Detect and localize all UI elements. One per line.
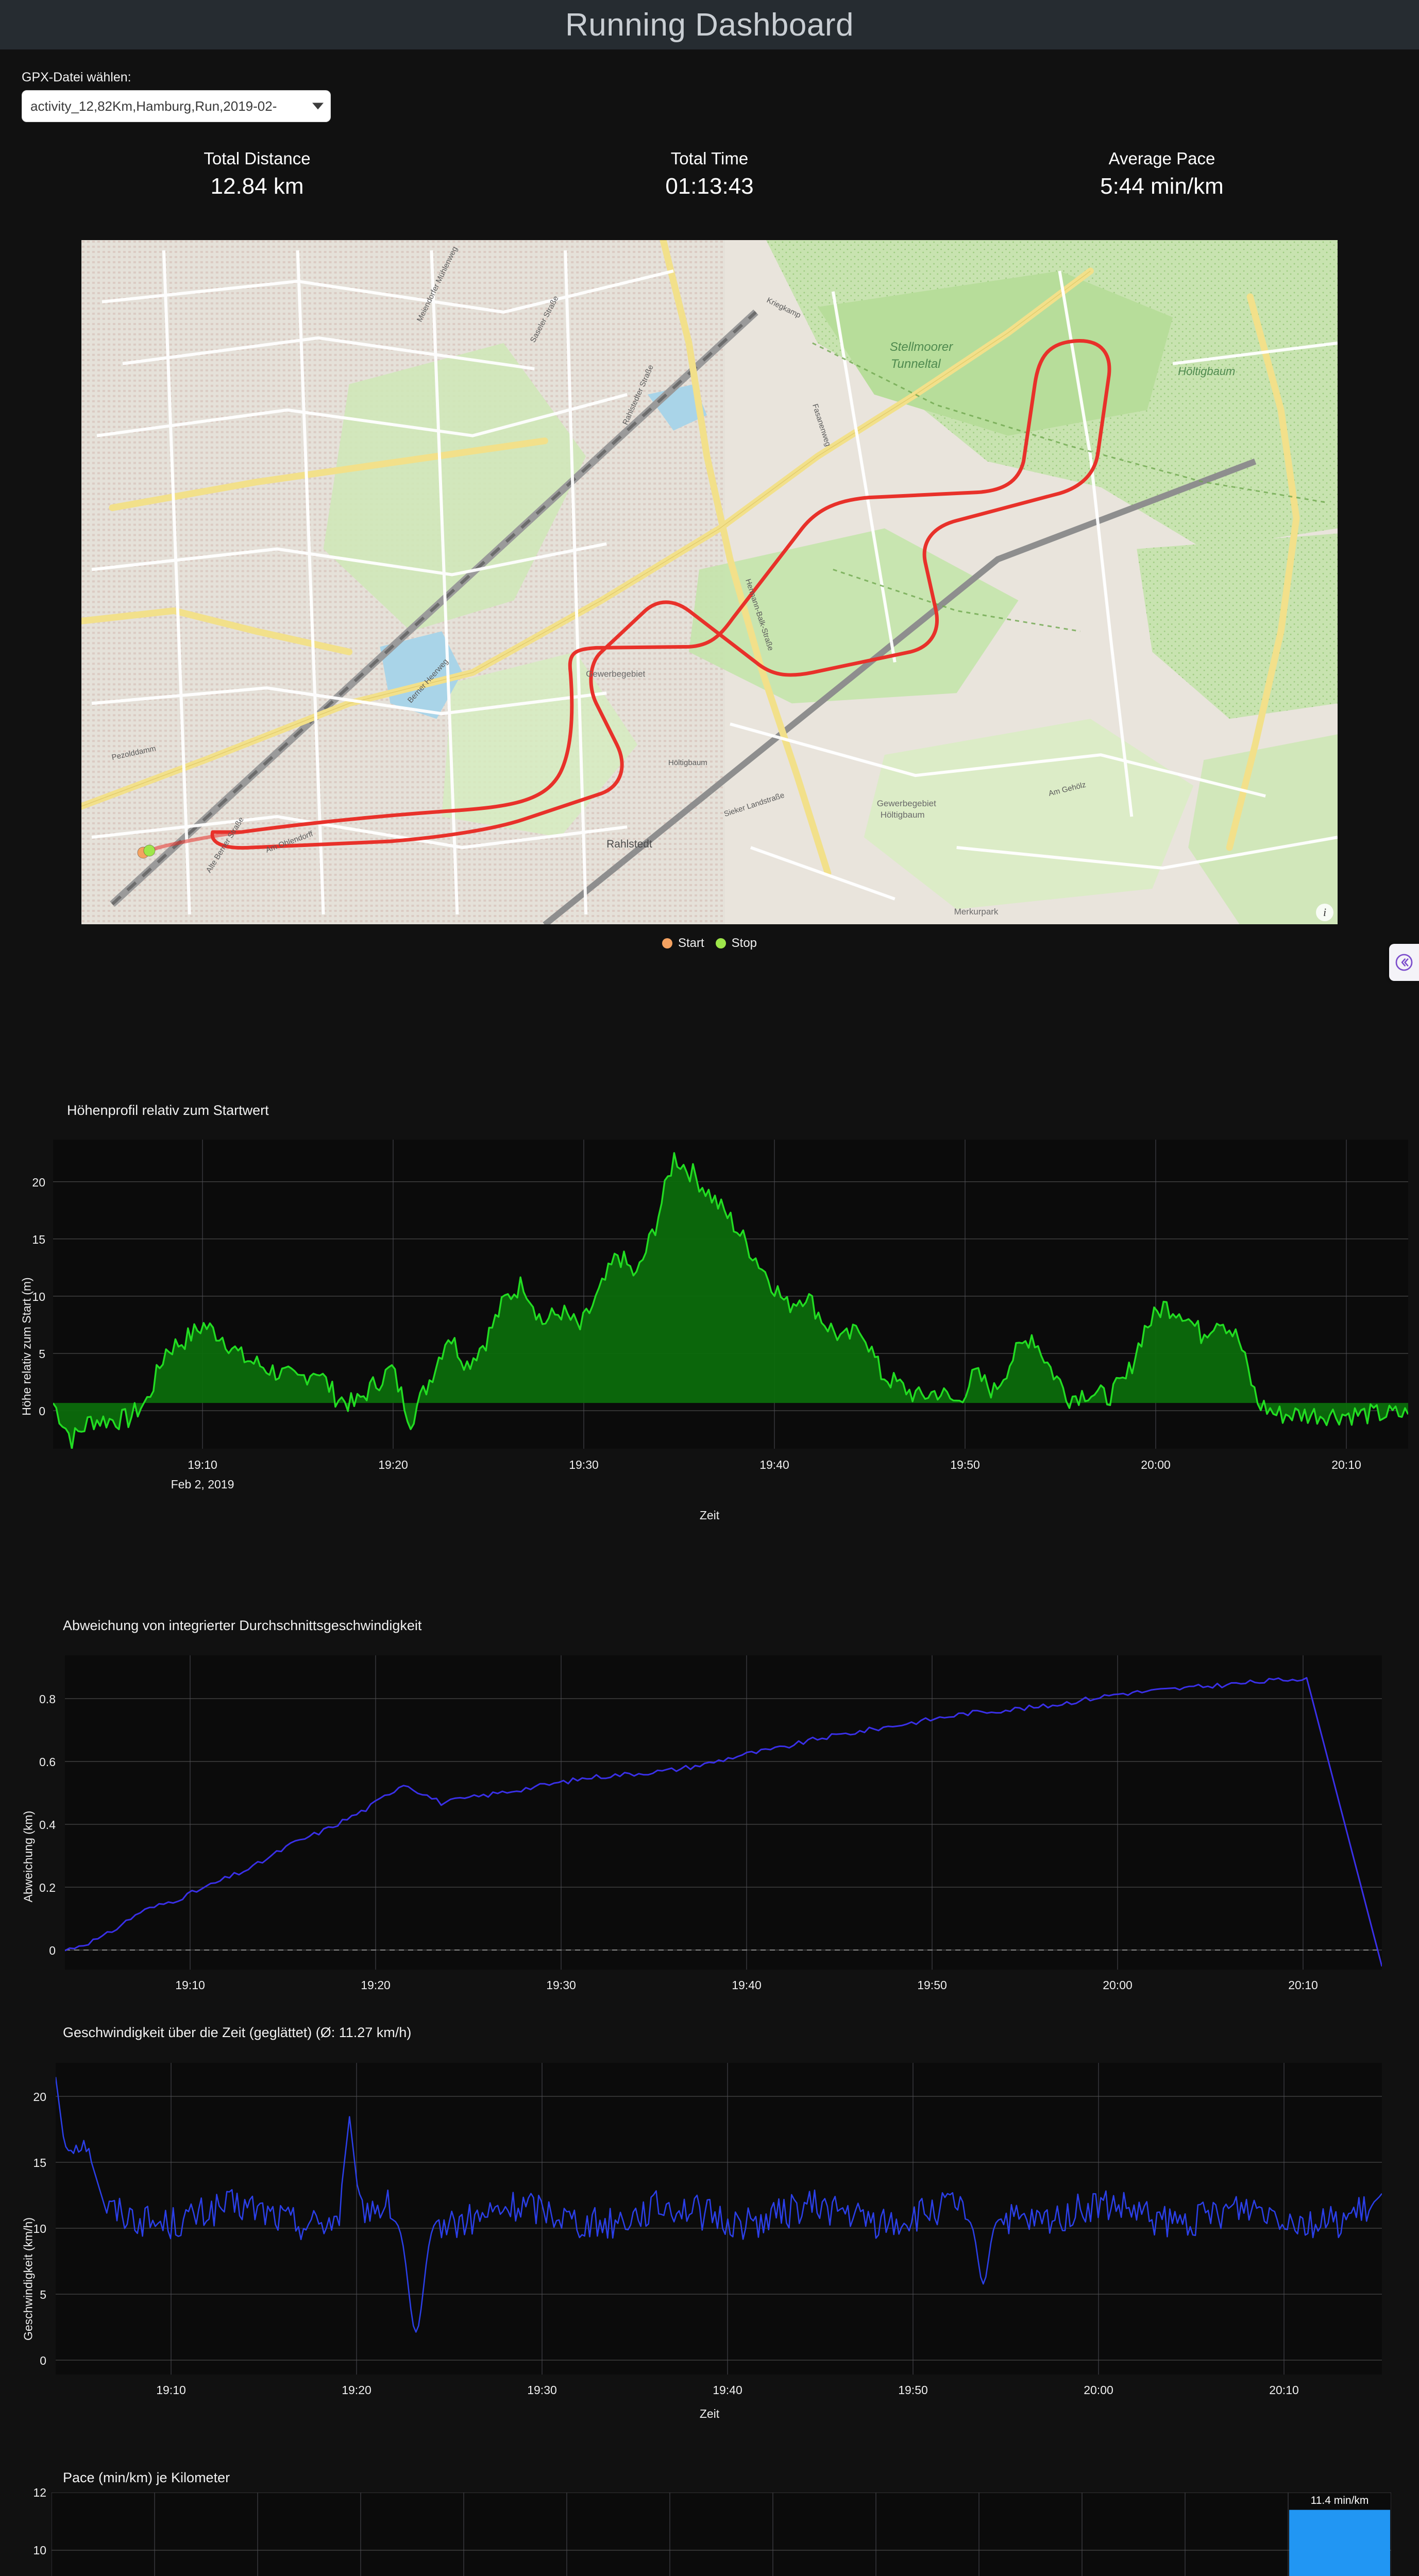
map-canvas[interactable]: Stellmoorer Tunneltal Höltigbaum Gewerbe… xyxy=(81,240,1338,925)
y-tick: 0 xyxy=(49,1944,56,1957)
x-tick: 19:50 xyxy=(898,2383,928,2397)
x-tick: 19:20 xyxy=(361,1978,391,1992)
chart-elevation-profile[interactable]: Höhenprofil relativ zum Startwert Höhe r… xyxy=(0,1077,1419,1597)
stat-label: Total Time xyxy=(670,149,749,168)
x-tick: 19:10 xyxy=(156,2383,186,2397)
y-tick: 0.8 xyxy=(39,1692,56,1706)
map-legend: Start Stop xyxy=(0,936,1419,951)
x-tick: 19:30 xyxy=(527,2383,557,2397)
plot-area[interactable] xyxy=(56,2063,1382,2375)
svg-text:Merkurpark: Merkurpark xyxy=(954,907,999,917)
stat-value: 12.84 km xyxy=(210,174,304,199)
x-tick: 19:10 xyxy=(188,1458,217,1471)
svg-text:Höltigbaum: Höltigbaum xyxy=(668,758,707,767)
chart-title: Höhenprofil relativ zum Startwert xyxy=(67,1103,269,1118)
x-axis-label: Zeit xyxy=(699,1509,720,1522)
svg-text:Stellmoorer: Stellmoorer xyxy=(890,340,954,354)
y-tick: 0.4 xyxy=(39,1818,56,1832)
x-tick: 20:10 xyxy=(1288,1978,1318,1992)
x-tick: 20:00 xyxy=(1084,2383,1113,2397)
x-tick: 20:00 xyxy=(1141,1458,1171,1471)
stat-average-pace: Average Pace 5:44 min/km xyxy=(936,149,1388,199)
y-axis-label: Höhe relativ zum Start (m) xyxy=(20,1277,33,1416)
route-map[interactable]: Stellmoorer Tunneltal Höltigbaum Gewerbe… xyxy=(81,240,1338,925)
y-tick: 10 xyxy=(33,2544,46,2557)
gpx-file-picker: GPX-Datei wählen: activity_12,82Km,Hambu… xyxy=(0,49,1419,122)
svg-text:Höltigbaum: Höltigbaum xyxy=(881,810,925,820)
y-tick: 15 xyxy=(32,1233,45,1246)
plot-area[interactable] xyxy=(65,1655,1382,1970)
y-tick: 10 xyxy=(32,1290,45,1303)
y-tick: 0.2 xyxy=(39,1881,56,1894)
gpx-file-picker-label: GPX-Datei wählen: xyxy=(22,70,131,84)
svg-text:Gewerbegebiet: Gewerbegebiet xyxy=(877,799,936,808)
chevron-double-left-icon xyxy=(1395,954,1413,971)
stat-total-distance: Total Distance 12.84 km xyxy=(31,149,483,199)
svg-text:Rahlstedt: Rahlstedt xyxy=(606,838,652,850)
stop-marker-icon xyxy=(715,938,726,948)
chart-speed[interactable]: Geschwindigkeit über die Zeit (geglättet… xyxy=(0,1999,1419,2473)
pace-bars xyxy=(52,2493,1391,2576)
gpx-file-select[interactable]: activity_12,82Km,Hamburg,Run,2019-02- xyxy=(22,90,331,122)
chart-title: Geschwindigkeit über die Zeit (geglättet… xyxy=(63,2025,412,2040)
stat-label: Average Pace xyxy=(1108,149,1215,168)
svg-text:Tunneltal: Tunneltal xyxy=(891,357,941,371)
legend-item-stop: Stop xyxy=(715,936,757,951)
x-tick: 19:50 xyxy=(917,1978,947,1992)
svg-text:Gewerbegebiet: Gewerbegebiet xyxy=(586,669,645,679)
y-tick: 20 xyxy=(33,2090,46,2104)
x-tick-date: Feb 2, 2019 xyxy=(171,1478,234,1491)
y-axis-label: Abweichung (km) xyxy=(21,1810,35,1903)
x-tick: 19:10 xyxy=(175,1978,205,1992)
x-tick: 19:20 xyxy=(378,1458,408,1471)
legend-item-start: Start xyxy=(662,936,704,951)
y-tick: 0 xyxy=(40,2354,46,2367)
elevation-series xyxy=(53,1140,1408,1449)
x-tick: 19:50 xyxy=(950,1458,980,1471)
x-axis-label: Zeit xyxy=(699,2407,720,2420)
start-marker-icon xyxy=(662,938,672,948)
plot-area[interactable] xyxy=(52,2493,1391,2576)
svg-text:Höltigbaum: Höltigbaum xyxy=(1178,365,1235,378)
x-tick: 19:40 xyxy=(732,1978,762,1992)
info-icon[interactable]: i xyxy=(1316,904,1333,921)
legend-label: Start xyxy=(678,936,704,950)
y-tick: 20 xyxy=(32,1176,45,1189)
sidebar-collapse-button[interactable] xyxy=(1389,944,1419,981)
legend-label: Stop xyxy=(731,936,757,950)
x-tick: 19:40 xyxy=(713,2383,742,2397)
speed-series xyxy=(56,2063,1382,2375)
chart-title: Pace (min/km) je Kilometer xyxy=(63,2470,230,2485)
y-tick: 15 xyxy=(33,2156,46,2170)
chart-pace-per-km[interactable]: Pace (min/km) je Kilometer Minuten pro k… xyxy=(0,2463,1419,2576)
pace-bar[interactable] xyxy=(1289,2510,1390,2576)
y-tick: 5 xyxy=(40,2288,46,2301)
map-section: Stellmoorer Tunneltal Höltigbaum Gewerbe… xyxy=(0,240,1419,951)
x-tick: 20:10 xyxy=(1331,1458,1361,1471)
stat-label: Total Distance xyxy=(204,149,311,168)
x-tick: 19:30 xyxy=(546,1978,576,1992)
plot-area[interactable] xyxy=(53,1140,1408,1449)
chart-title: Abweichung von integrierter Durchschnitt… xyxy=(63,1618,422,1633)
page-title: Running Dashboard xyxy=(565,7,854,43)
y-tick: 0.6 xyxy=(39,1755,56,1769)
deviation-series xyxy=(65,1655,1382,1970)
pace-bar-label: 11.4 min/km xyxy=(1310,2494,1369,2506)
x-tick: 19:40 xyxy=(759,1458,789,1471)
y-tick: 5 xyxy=(39,1347,45,1361)
y-tick: 10 xyxy=(33,2222,46,2235)
y-tick: 12 xyxy=(33,2486,46,2499)
gpx-file-select-wrap[interactable]: activity_12,82Km,Hamburg,Run,2019-02- xyxy=(22,90,331,122)
x-tick: 20:10 xyxy=(1269,2383,1299,2397)
stat-value: 5:44 min/km xyxy=(1100,174,1224,199)
y-tick: 0 xyxy=(39,1404,45,1418)
stat-value: 01:13:43 xyxy=(665,174,754,199)
stat-total-time: Total Time 01:13:43 xyxy=(483,149,936,199)
summary-stats: Total Distance 12.84 km Total Time 01:13… xyxy=(0,149,1419,199)
x-tick: 20:00 xyxy=(1103,1978,1133,1992)
x-tick: 19:30 xyxy=(569,1458,599,1471)
x-tick: 19:20 xyxy=(342,2383,371,2397)
app-header: Running Dashboard xyxy=(0,0,1419,49)
